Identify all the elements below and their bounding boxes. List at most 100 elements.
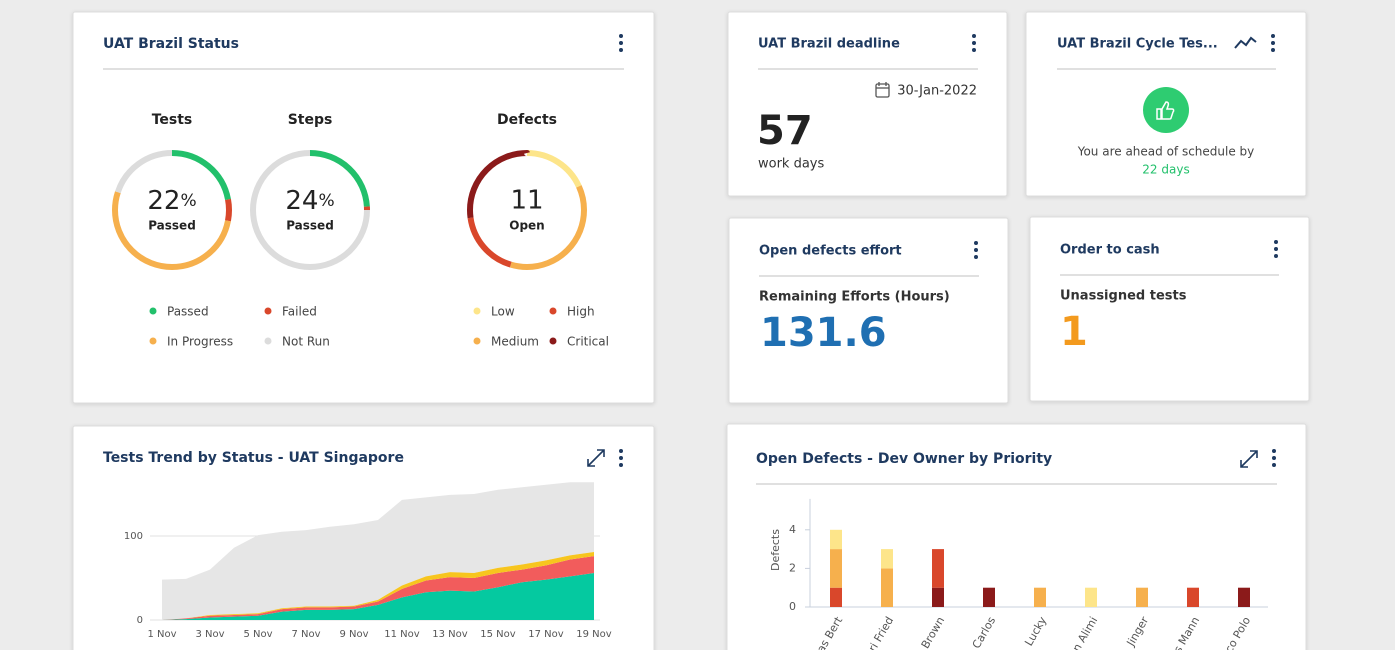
bar-segment — [881, 549, 893, 569]
donut-caption: Passed — [148, 219, 196, 233]
donut-label: Defects — [497, 112, 557, 128]
y-axis-label: Defects — [769, 529, 782, 571]
donut-segment — [112, 150, 232, 270]
donut-label: Steps — [288, 112, 333, 128]
x-tick-label: 11 Nov — [384, 629, 420, 640]
card-title: Open Defects - Dev Owner by Priority — [756, 451, 1052, 467]
donut-center-value: 11 — [510, 186, 543, 216]
x-tick-label: 3 Nov — [195, 629, 224, 640]
donut-segment — [112, 150, 232, 270]
legend-label: High — [567, 305, 595, 319]
menu-button[interactable] — [974, 241, 978, 259]
legend-swatch — [149, 337, 157, 345]
donut-segment — [467, 150, 587, 270]
trend-icon[interactable] — [1234, 36, 1257, 49]
card-title: Open defects effort — [759, 244, 902, 259]
area-series — [162, 482, 594, 620]
x-tick-label: 13 Nov — [432, 629, 468, 640]
order-label: Unassigned tests — [1060, 289, 1187, 304]
card-title: UAT Brazil Cycle Tes... — [1057, 37, 1218, 52]
menu-button[interactable] — [619, 34, 623, 52]
donut-caption: Passed — [286, 219, 334, 233]
legend-swatch — [549, 337, 557, 345]
bar-segment — [1238, 587, 1250, 607]
deadline-caption: work days — [758, 157, 825, 172]
menu-button[interactable] — [1272, 449, 1276, 467]
bar-segment — [830, 549, 842, 588]
cycle-message: You are ahead of schedule by — [1077, 145, 1255, 159]
x-tick-label: 19 Nov — [576, 629, 612, 640]
legend-swatch — [473, 337, 481, 345]
x-tick-label: 1 Nov — [147, 629, 176, 640]
x-tick-label: 15 Nov — [480, 629, 516, 640]
thumbs-up-icon — [1143, 87, 1189, 133]
donut-center-value: 22% — [147, 186, 196, 216]
defects-card — [726, 423, 1307, 650]
area-chart: 0 100 1 Nov 3 Nov 5 Nov 7 Nov 9 Nov 11 Nov 13 No… — [124, 482, 612, 640]
bar-segment — [830, 529, 842, 550]
donut-segment — [250, 150, 370, 270]
area-series — [162, 572, 594, 620]
donut-charts: Tests 22% Passed Steps 24% Passed Defects 11 Ope… — [112, 112, 609, 349]
bar-segment — [881, 568, 893, 607]
menu-button[interactable] — [1274, 240, 1278, 258]
bar-segment — [1136, 587, 1148, 607]
legend-swatch — [149, 307, 157, 315]
legend-label: Failed — [282, 305, 317, 319]
donut-segment — [250, 150, 370, 270]
thumbs-up-glyph — [1156, 101, 1175, 120]
legend-swatch — [473, 307, 481, 315]
bar-segment — [1187, 587, 1199, 607]
card-title: Tests Trend by Status - UAT Singapore — [103, 450, 404, 466]
bar-segment — [983, 587, 995, 607]
donut-caption: Open — [509, 219, 544, 233]
expand-button[interactable] — [587, 449, 605, 467]
order-card — [1029, 216, 1310, 402]
donut-segment — [112, 150, 232, 270]
legend-swatch — [549, 307, 557, 315]
x-tick-label: 7 Nov — [291, 629, 320, 640]
y-tick-label: 0 — [137, 615, 143, 626]
card-title: Order to cash — [1060, 243, 1160, 258]
legend-label: Critical — [567, 335, 609, 349]
y-tick-label: 2 — [789, 561, 796, 574]
donut-unit: % — [318, 191, 334, 211]
bar-segment — [830, 587, 842, 607]
bar-segment — [932, 587, 944, 607]
x-tick-label: 9 Nov — [339, 629, 368, 640]
card-title: UAT Brazil Status — [103, 36, 239, 52]
x-tick-label: 17 Nov — [528, 629, 564, 640]
cycle-highlight: 22 days — [1142, 163, 1189, 177]
effort-value: 131.6 — [760, 310, 887, 356]
donut-label: Tests — [152, 112, 193, 128]
menu-button[interactable] — [1271, 34, 1275, 52]
bar-segment — [932, 549, 944, 588]
legend-label: Passed — [167, 305, 209, 319]
deadline-value: 57 — [757, 108, 813, 154]
x-tick-label: 5 Nov — [243, 629, 272, 640]
card-title: UAT Brazil deadline — [758, 37, 900, 52]
menu-button[interactable] — [972, 34, 976, 52]
calendar-icon — [875, 82, 890, 98]
legend-swatch — [264, 307, 272, 315]
menu-button[interactable] — [619, 449, 623, 467]
legend-label: Not Run — [282, 335, 330, 349]
order-value: 1 — [1060, 309, 1088, 355]
y-tick-label: 100 — [124, 531, 143, 542]
donut-value: 24 — [285, 186, 318, 216]
effort-label: Remaining Efforts (Hours) — [759, 290, 950, 305]
deadline-date: 30-Jan-2022 — [897, 84, 977, 99]
legend-label: In Progress — [167, 335, 233, 349]
bar-segment — [1034, 587, 1046, 607]
y-tick-label: 0 — [789, 600, 796, 613]
donut-unit: % — [180, 191, 196, 211]
bar-segment — [1085, 587, 1097, 607]
legend-swatch — [264, 337, 272, 345]
donut-value: 22 — [147, 186, 180, 216]
deadline-card — [727, 11, 1008, 197]
donut-center-value: 24% — [285, 186, 334, 216]
donut-segment — [467, 150, 587, 270]
expand-button[interactable] — [1240, 450, 1258, 468]
status-card — [72, 11, 655, 404]
